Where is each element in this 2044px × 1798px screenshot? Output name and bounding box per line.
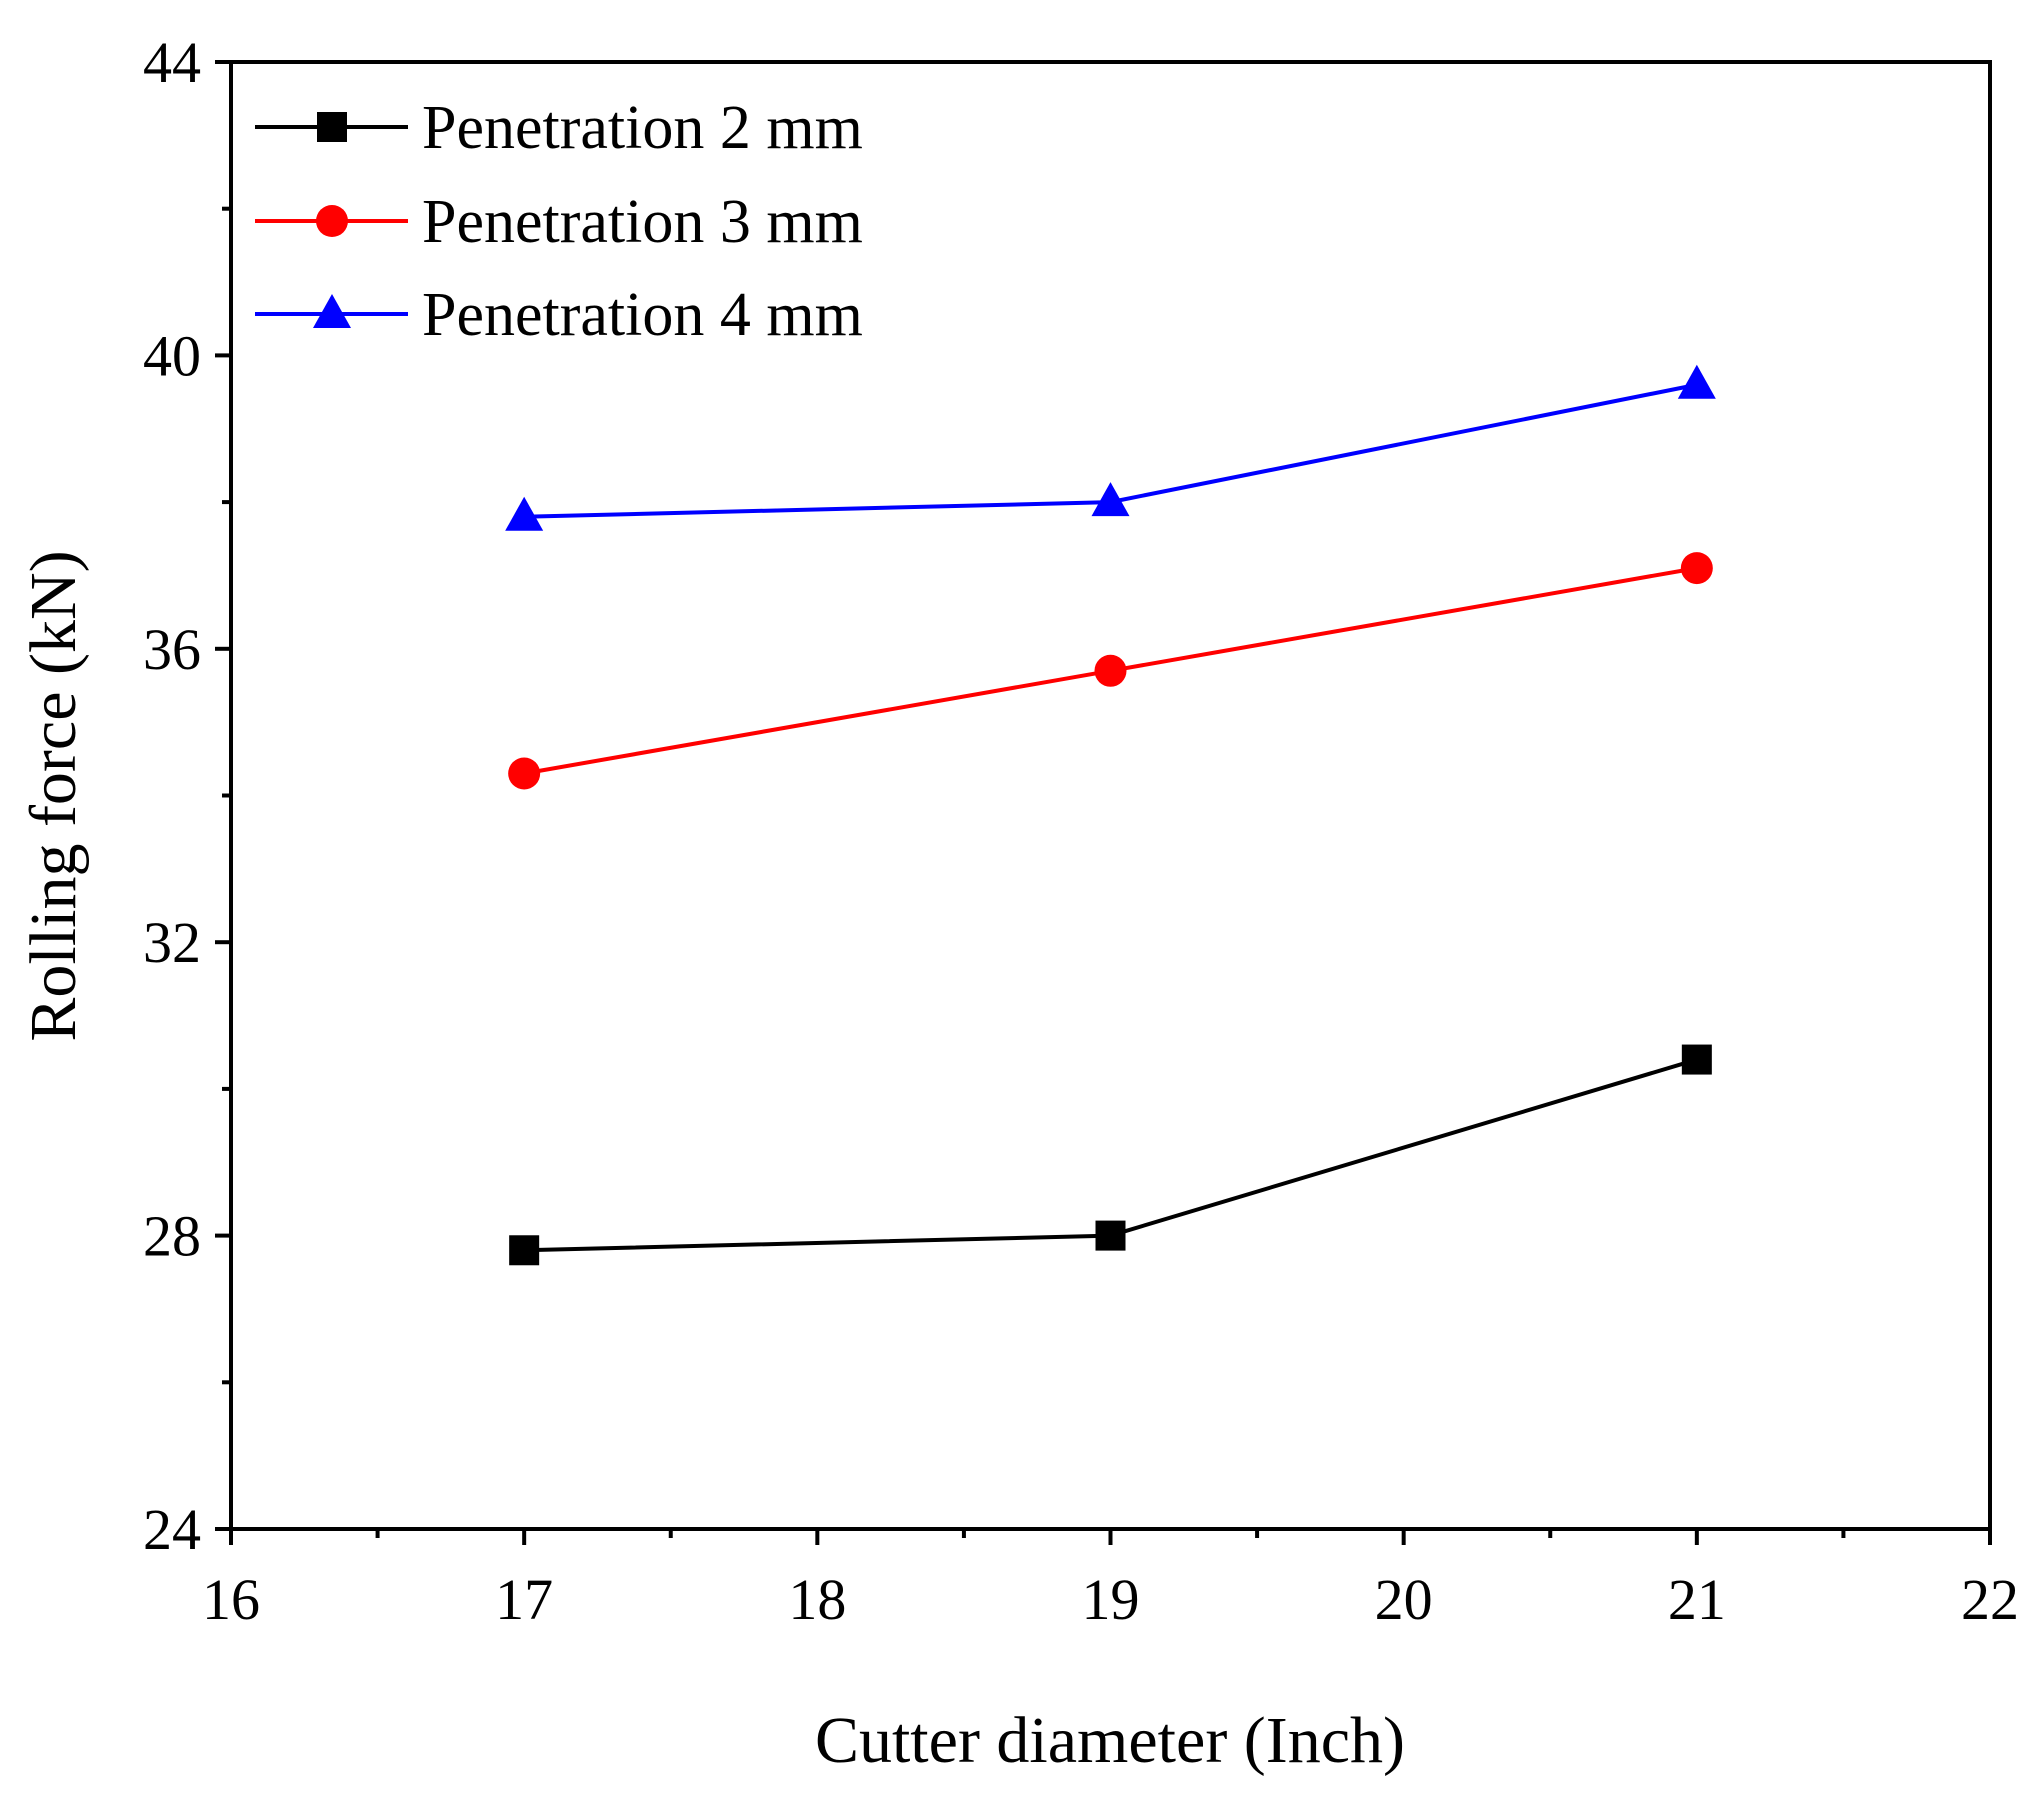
x-axis-title: Cutter diameter (Inch) bbox=[815, 1704, 1405, 1777]
legend-marker bbox=[316, 205, 348, 237]
axis-ticks bbox=[215, 60, 1992, 1545]
data-point bbox=[1680, 552, 1713, 585]
legend-label: Penetration 3 mm bbox=[422, 188, 863, 256]
data-point bbox=[505, 496, 544, 531]
y-axis-title: Rolling force (kN) bbox=[17, 550, 90, 1041]
x-tick-label: 17 bbox=[495, 1567, 553, 1632]
legend-item: Penetration 4 mm bbox=[255, 281, 863, 349]
y-tick-label: 28 bbox=[143, 1204, 201, 1269]
y-tick-label: 24 bbox=[143, 1497, 201, 1562]
legend: Penetration 2 mm Penetration 3 mm Penetrat… bbox=[255, 94, 863, 349]
x-tick-label: 18 bbox=[788, 1567, 846, 1632]
y-tick-label: 40 bbox=[143, 323, 201, 388]
legend-label: Penetration 4 mm bbox=[422, 281, 863, 349]
series-1 bbox=[509, 1044, 1712, 1266]
data-point bbox=[1095, 1220, 1126, 1251]
data-point bbox=[1094, 654, 1127, 687]
series-layer bbox=[505, 364, 1716, 1266]
x-tick-label: 20 bbox=[1375, 1567, 1433, 1632]
series-2 bbox=[508, 552, 1713, 790]
x-tick-label: 22 bbox=[1961, 1567, 2019, 1632]
data-point bbox=[509, 1235, 540, 1266]
legend-item: Penetration 3 mm bbox=[255, 188, 863, 256]
data-point bbox=[1681, 1044, 1712, 1075]
x-tick-label: 19 bbox=[1082, 1567, 1140, 1632]
data-point bbox=[1091, 482, 1130, 517]
x-tick-label: 21 bbox=[1668, 1567, 1726, 1632]
y-tick-label: 36 bbox=[143, 617, 201, 682]
legend-item: Penetration 2 mm bbox=[255, 94, 863, 162]
data-point bbox=[1677, 364, 1716, 399]
tick-labels: 16 17 18 19 20 21 22 24 28 32 36 40 44 bbox=[143, 30, 2019, 1632]
y-tick-label: 44 bbox=[143, 30, 201, 95]
x-tick-label: 16 bbox=[202, 1567, 260, 1632]
legend-marker bbox=[313, 294, 351, 328]
data-point bbox=[508, 757, 541, 790]
y-tick-label: 32 bbox=[143, 910, 201, 975]
legend-marker bbox=[317, 112, 347, 142]
series-3 bbox=[505, 364, 1716, 531]
legend-label: Penetration 2 mm bbox=[422, 94, 863, 162]
